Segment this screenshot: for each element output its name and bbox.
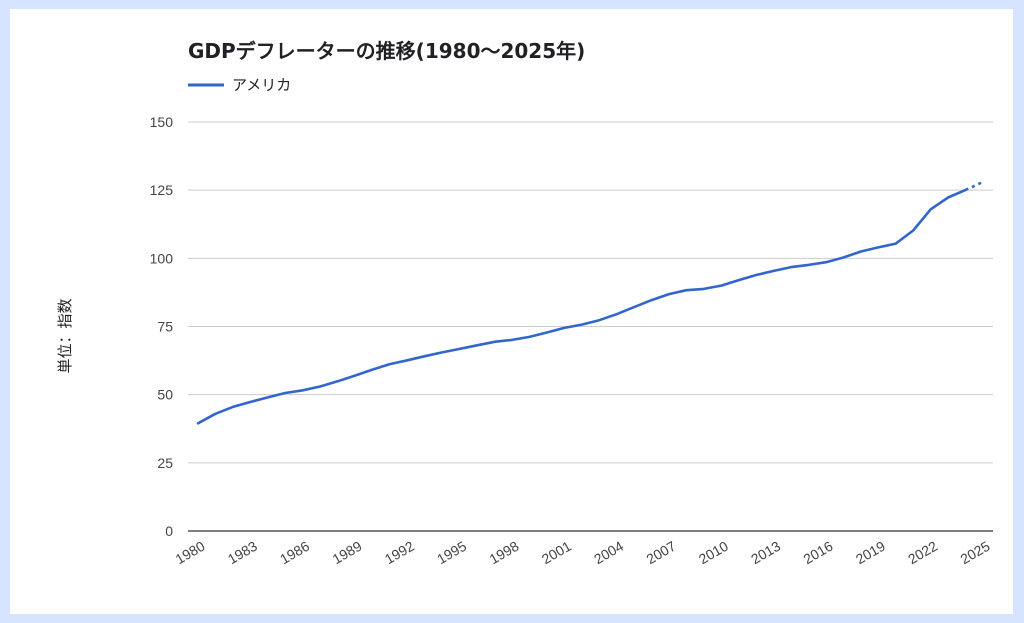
- y-tick-label: 100: [150, 250, 174, 266]
- x-tick-label: 2007: [644, 538, 679, 568]
- y-tick-label: 150: [150, 114, 174, 130]
- x-tick-label: 1986: [277, 538, 312, 568]
- y-tick-label: 50: [157, 387, 173, 403]
- chart-svg: GDPデフレーターの推移(1980～2025年) アメリカ 単位：指数 0 25 5…: [56, 39, 993, 568]
- y-axis-label: 単位：指数: [56, 298, 74, 373]
- y-tick-label: 75: [157, 319, 173, 335]
- series-layer: [196, 180, 984, 425]
- y-tick-label: 0: [165, 523, 173, 539]
- grid-lines: [188, 121, 993, 532]
- chart-title: GDPデフレーターの推移(1980～2025年): [188, 39, 585, 63]
- series-forecast-line-0[interactable]: [965, 180, 984, 192]
- x-tick-label: 2010: [696, 538, 731, 568]
- x-tick-label: 2004: [591, 538, 626, 568]
- x-tick-label: 1980: [173, 538, 208, 568]
- legend-label[interactable]: アメリカ: [232, 76, 291, 94]
- x-tick-label: 1998: [487, 538, 522, 568]
- x-tick-label: 2025: [958, 538, 993, 568]
- x-tick-label: 1995: [434, 538, 469, 568]
- x-tick-labels: 1980 1983 1986 1989 1992 1995 1998 2001 2004 2007…: [173, 538, 993, 568]
- x-tick-label: 1983: [225, 538, 260, 568]
- chart-frame: GDPデフレーターの推移(1980～2025年) アメリカ 単位：指数 0 25 5…: [10, 9, 1013, 614]
- series-line-0[interactable]: [196, 188, 967, 425]
- x-tick-label: 1989: [330, 538, 365, 568]
- x-tick-label: 2001: [539, 538, 574, 568]
- x-tick-label: 2016: [801, 538, 836, 568]
- y-tick-label: 125: [150, 182, 174, 198]
- y-tick-labels: 0 25 50 75 100 125 150: [150, 114, 174, 539]
- x-tick-label: 2022: [905, 538, 940, 568]
- x-tick-label: 2019: [853, 538, 888, 568]
- x-tick-label: 1992: [382, 538, 417, 568]
- x-tick-label: 2013: [748, 538, 783, 568]
- y-tick-label: 25: [157, 455, 173, 471]
